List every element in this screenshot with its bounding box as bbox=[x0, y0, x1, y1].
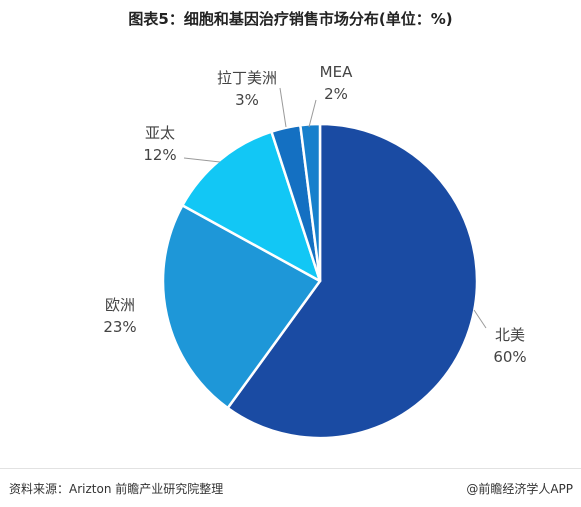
slice-label-value-1: 23% bbox=[103, 318, 136, 336]
slice-label-value-0: 60% bbox=[493, 348, 526, 366]
pie-slice-1 bbox=[161, 204, 322, 410]
source-note: 资料来源：Arizton 前瞻产业研究院整理 bbox=[9, 482, 224, 496]
slice-label-name-2: 亚太 bbox=[145, 124, 175, 142]
pie-slice-0 bbox=[226, 122, 479, 440]
slice-label-value-3: 3% bbox=[235, 91, 259, 109]
slice-label-value-4: 2% bbox=[324, 85, 348, 103]
leader-line-2 bbox=[183, 157, 221, 163]
pie-chart-svg: 北美 60% 欧洲 23% 亚太 12% 拉丁美洲 3% MEA 2% bbox=[103, 63, 527, 440]
footer: 资料来源：Arizton 前瞻产业研究院整理 @前瞻经济学人APP bbox=[0, 468, 581, 507]
slice-label-name-4: MEA bbox=[320, 63, 353, 81]
leader-line-3 bbox=[279, 87, 287, 128]
brand-credit: @前瞻经济学人APP bbox=[466, 482, 573, 496]
leader-line-0 bbox=[473, 309, 487, 329]
pie-slice-2 bbox=[181, 130, 322, 283]
slice-label-name-1: 欧洲 bbox=[105, 296, 135, 314]
slice-label-value-2: 12% bbox=[143, 146, 176, 164]
leader-line-4 bbox=[308, 99, 317, 128]
slice-label-name-0: 北美 bbox=[495, 326, 525, 344]
chart-title: 图表5：细胞和基因治疗销售市场分布(单位：%) bbox=[128, 10, 453, 28]
slice-label-name-3: 拉丁美洲 bbox=[217, 69, 277, 87]
